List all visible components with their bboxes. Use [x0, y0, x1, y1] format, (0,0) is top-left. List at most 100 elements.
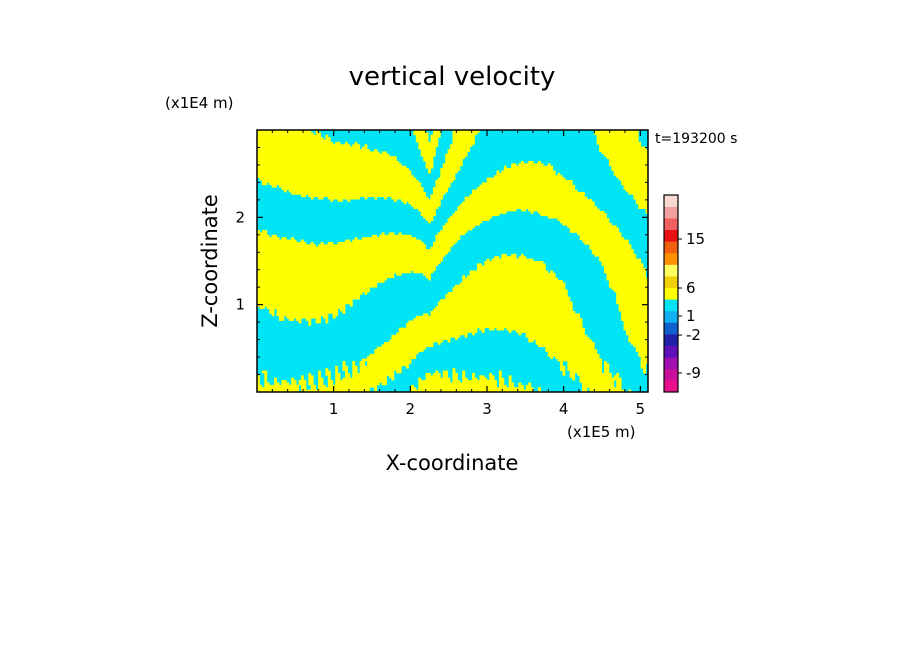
field-cell — [257, 291, 363, 295]
field-cell — [604, 268, 646, 271]
field-cell — [582, 239, 629, 243]
field-cell — [335, 375, 341, 379]
field-cell — [418, 382, 497, 386]
field-cell — [584, 241, 629, 245]
field-cell — [342, 363, 346, 367]
field-cell — [540, 213, 607, 217]
field-cell — [257, 230, 260, 233]
field-cell — [342, 361, 346, 364]
field-cell — [591, 251, 634, 255]
field-cell — [476, 263, 483, 267]
field-cell — [440, 299, 571, 302]
field-cell — [374, 349, 424, 352]
field-cell — [406, 322, 583, 326]
field-cell — [450, 146, 471, 150]
colorbar-tick-label: 6 — [686, 279, 696, 297]
colorbar-tick-label: -9 — [686, 364, 701, 382]
field-cell — [452, 375, 458, 379]
field-cell — [257, 144, 351, 148]
field-cell — [257, 303, 346, 307]
field-cell — [567, 361, 602, 364]
field-cell — [582, 384, 615, 388]
field-cell — [257, 258, 444, 262]
field-cell — [276, 308, 339, 312]
field-cell — [589, 387, 622, 391]
field-cell — [342, 365, 348, 369]
field-cell — [601, 151, 648, 155]
field-cell — [616, 291, 648, 295]
field-cell — [442, 163, 463, 167]
colorbar-swatch — [664, 229, 678, 242]
field-cell — [538, 389, 541, 392]
field-cell — [257, 251, 449, 255]
field-cell — [257, 170, 412, 174]
field-cell — [352, 370, 358, 374]
field-cell — [281, 380, 287, 383]
field-cell — [423, 272, 431, 276]
field-cell — [508, 384, 514, 388]
field-cell — [560, 361, 563, 364]
field-cell — [604, 265, 644, 269]
field-cell — [425, 165, 434, 169]
field-cell — [257, 277, 387, 281]
field-cell — [452, 139, 475, 143]
field-cell — [643, 370, 646, 374]
field-cell — [489, 375, 495, 379]
y-axis-label: Z-coordinate — [198, 194, 222, 328]
field-cell — [278, 315, 285, 319]
field-cell — [322, 315, 329, 319]
field-cell — [278, 184, 422, 188]
field-cell — [308, 320, 312, 324]
field-cell — [415, 137, 429, 140]
field-cell — [257, 151, 380, 155]
field-cell — [489, 377, 495, 381]
field-cell — [462, 277, 558, 281]
field-cell — [623, 325, 648, 329]
field-cell — [572, 377, 576, 381]
field-cell — [454, 284, 566, 288]
field-cell — [298, 382, 307, 386]
field-cell — [261, 370, 268, 374]
field-cell — [481, 330, 485, 333]
field-cell — [616, 299, 648, 302]
field-cell — [464, 199, 593, 202]
field-cell — [498, 380, 505, 383]
plot-frame — [256, 129, 649, 393]
field-cell — [601, 263, 644, 267]
field-cell — [435, 234, 461, 238]
field-cell — [257, 284, 378, 288]
field-cell — [638, 206, 648, 209]
field-cell — [327, 377, 331, 381]
field-cell — [437, 177, 456, 181]
field-cell — [616, 175, 648, 179]
field-cell — [579, 377, 622, 381]
field-cell — [261, 182, 268, 186]
field-cell — [599, 144, 642, 148]
field-cell — [325, 370, 331, 374]
field-cell — [452, 372, 458, 376]
field-cell — [520, 208, 527, 212]
field-cell — [359, 370, 395, 374]
field-cell — [528, 337, 590, 340]
field-cell — [300, 377, 304, 381]
field-cell — [308, 380, 314, 383]
field-cell — [261, 180, 419, 183]
field-cell — [599, 258, 642, 262]
field-cell — [486, 258, 490, 262]
field-cell — [342, 377, 387, 381]
colorbar-swatch — [664, 380, 678, 393]
field-cell — [623, 184, 648, 188]
field-cell — [398, 232, 402, 236]
field-cell — [418, 208, 436, 212]
field-cell — [621, 315, 648, 319]
field-cell — [435, 370, 439, 374]
field-cell — [381, 232, 385, 236]
field-cell — [442, 372, 449, 376]
field-cell — [491, 258, 534, 262]
field-cell — [257, 377, 260, 381]
field-cell — [560, 363, 563, 367]
colorbar-swatch — [664, 206, 678, 219]
field-cell — [613, 289, 648, 293]
field-cell — [335, 368, 339, 371]
field-cell — [310, 196, 314, 200]
